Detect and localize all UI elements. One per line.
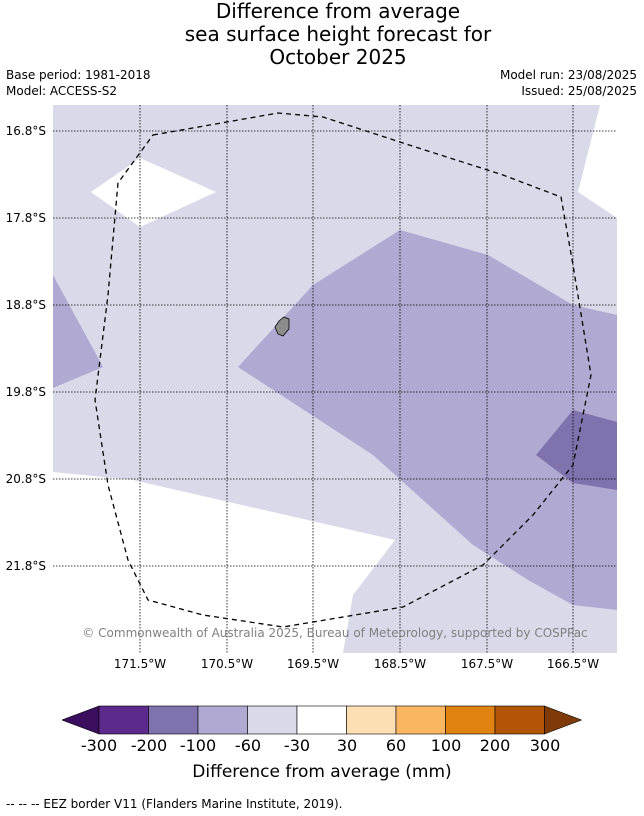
base-period: Base period: 1981-2018 [6, 68, 151, 82]
colorbar-tick: -60 [234, 736, 262, 755]
meta-right: Model run: 23/08/2025 Issued: 25/08/2025 [500, 67, 637, 99]
colorbar-extend-low [62, 705, 100, 735]
copyright-notice: © Commonwealth of Australia 2025, Bureau… [82, 626, 588, 640]
colorbar-tick: -30 [283, 736, 311, 755]
colorbar-segment [148, 705, 199, 735]
eez-border [94, 112, 592, 628]
colorbar-tick: 300 [529, 736, 561, 755]
lon-label: 169.5°W [286, 657, 340, 671]
colorbar-segment [98, 705, 149, 735]
lat-label: 21.8°S [5, 559, 46, 573]
colorbar-segment [395, 705, 446, 735]
colorbar-tick: -200 [130, 736, 168, 755]
lat-label: 20.8°S [5, 472, 46, 486]
anomaly-region-neutral [53, 472, 395, 653]
colorbar-tick: -300 [80, 736, 118, 755]
colorbar-segment [346, 705, 397, 735]
colorbar-segment [494, 705, 545, 735]
map-panel [53, 105, 617, 653]
anomaly-region-moderate [238, 230, 617, 610]
lat-label: 16.8°S [5, 124, 46, 138]
anomaly-region-neutral [91, 158, 216, 227]
title-line-3: October 2025 [269, 45, 407, 69]
anomaly-region-moderate [53, 275, 103, 388]
lon-label: 167.5°W [460, 657, 514, 671]
colorbar-label: Difference from average (mm) [192, 762, 452, 782]
model-name: Model: ACCESS-S2 [6, 84, 118, 98]
lon-label: 168.5°W [373, 657, 427, 671]
colorbar-tick: -100 [179, 736, 217, 755]
title-line-2: sea surface height forecast for [184, 22, 492, 46]
meta-left: Base period: 1981-2018 Model: ACCESS-S2 [6, 67, 151, 99]
colorbar-extend-high [544, 705, 582, 735]
model-run: Model run: 23/08/2025 [499, 68, 637, 82]
lat-label: 17.8°S [5, 211, 46, 225]
colorbar-segment [197, 705, 248, 735]
colorbar-tick: 100 [430, 736, 462, 755]
colorbar-tick: 30 [336, 736, 358, 755]
colorbar-segment [445, 705, 496, 735]
issued-date: Issued: 25/08/2025 [521, 84, 637, 98]
island-land [274, 316, 290, 337]
lon-label: 170.5°W [200, 657, 254, 671]
chart-title: Difference from average sea surface heig… [0, 0, 644, 69]
lon-label: 166.5°W [546, 657, 600, 671]
lon-label: 171.5°W [113, 657, 167, 671]
footnote: -- -- -- EEZ border V11 (Flanders Marine… [6, 797, 343, 811]
colorbar-tick: 60 [385, 736, 407, 755]
lat-label: 19.8°S [5, 385, 46, 399]
title-line-1: Difference from average [215, 0, 461, 23]
colorbar-tick: 200 [479, 736, 511, 755]
colorbar-segment [296, 705, 347, 735]
colorbar [62, 705, 582, 735]
colorbar-segment [247, 705, 298, 735]
graticule [53, 105, 617, 653]
anomaly-region-neutral [578, 105, 617, 218]
anomaly-region-strong [536, 410, 617, 490]
lat-label: 18.8°S [5, 298, 46, 312]
